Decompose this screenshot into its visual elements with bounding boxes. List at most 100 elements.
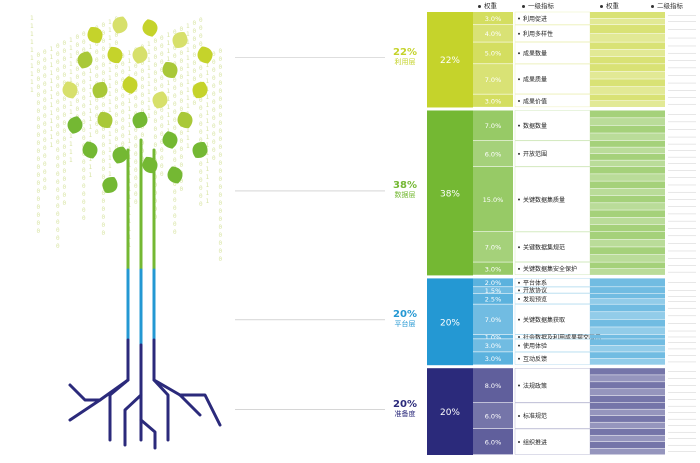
binary-digit: 1 — [206, 110, 210, 117]
binary-digit: 1 — [108, 163, 112, 170]
binary-digit: 0 — [43, 105, 47, 112]
indicator-name-cell — [514, 351, 591, 365]
sub-weight-cell — [590, 166, 665, 174]
binary-digit: 0 — [199, 129, 203, 136]
binary-digit: 0 — [121, 141, 125, 148]
binary-digit: 0 — [160, 107, 164, 114]
binary-digit: 0 — [63, 48, 67, 55]
binary-digit: 1 — [108, 91, 112, 98]
binary-digit: 1 — [89, 100, 93, 107]
binary-digit: 0 — [212, 99, 216, 106]
indicator-weight-cell — [473, 110, 513, 141]
indicator-weight-cell — [473, 304, 513, 335]
binary-digit: 0 — [76, 66, 80, 73]
binary-digit: 0 — [82, 119, 86, 126]
binary-digit: 0 — [219, 48, 223, 55]
binary-digit: 0 — [212, 83, 216, 90]
indicator-weight-cell — [473, 287, 513, 293]
binary-digit: 0 — [134, 151, 138, 158]
indicator-name: 平台体系 — [523, 279, 547, 287]
binary-digit: 0 — [102, 158, 106, 165]
binary-digit: 0 — [82, 199, 86, 206]
binary-digit: 0 — [199, 113, 203, 120]
binary-digit: 0 — [134, 127, 138, 134]
binary-digit: 0 — [37, 196, 41, 203]
sub-weight-cell — [590, 278, 665, 287]
binary-digit: 1 — [167, 104, 171, 111]
indicator-weight: 3.0% — [485, 15, 502, 23]
binary-digit: 0 — [63, 136, 67, 143]
binary-digit: 1 — [50, 126, 54, 133]
binary-digit: 1 — [108, 131, 112, 138]
binary-digit: 1 — [30, 47, 34, 54]
bullet-icon — [478, 4, 481, 8]
binary-digit: 0 — [102, 94, 106, 101]
binary-digit: 0 — [212, 107, 216, 114]
binary-digit: 0 — [219, 216, 223, 223]
binary-digit: 0 — [193, 44, 197, 51]
sub-weight-cell — [590, 304, 665, 312]
binary-digit: 0 — [193, 76, 197, 83]
binary-digit: 0 — [115, 96, 119, 103]
binary-digit: 0 — [180, 90, 184, 97]
indicator-weight-cell — [473, 352, 513, 365]
binary-digit: 0 — [63, 152, 67, 159]
binary-digit: 0 — [56, 51, 60, 58]
binary-digit: 0 — [199, 161, 203, 168]
binary-digit: 1 — [69, 157, 73, 164]
sub-weight-cell — [590, 389, 665, 396]
sub-weight-cell — [590, 33, 665, 42]
indicator-name-cell — [514, 140, 591, 167]
binary-digit: 0 — [180, 178, 184, 185]
binary-digit: 0 — [56, 235, 60, 242]
binary-digit: 0 — [173, 125, 177, 132]
binary-digit: 0 — [219, 104, 223, 111]
binary-digit: 0 — [173, 189, 177, 196]
sub-weight-cell — [590, 422, 665, 429]
binary-digit: 0 — [43, 129, 47, 136]
binary-digit: 1 — [206, 134, 210, 141]
binary-digit: 0 — [82, 151, 86, 158]
binary-digit: 0 — [63, 160, 67, 167]
binary-digit: 0 — [193, 20, 197, 27]
binary-digit: 0 — [154, 86, 158, 93]
binary-digit: 1 — [30, 87, 34, 94]
indicator-name-cell — [514, 262, 591, 276]
binary-digit: 0 — [95, 41, 99, 48]
header-level1-text: 一级指标 — [528, 2, 554, 10]
binary-digit: 1 — [186, 143, 190, 150]
indicator-weight: 3.0% — [485, 97, 502, 105]
binary-digit: 1 — [186, 135, 190, 142]
binary-digit: 1 — [206, 102, 210, 109]
leaf — [132, 46, 148, 64]
indicator-weight-cell — [473, 64, 513, 94]
binary-digit: 0 — [82, 79, 86, 86]
root-branch — [108, 378, 130, 442]
sub-weight-cell — [590, 110, 665, 118]
binary-digit: 1 — [108, 139, 112, 146]
binary-digit: 0 — [193, 100, 197, 107]
binary-digit: 0 — [43, 89, 47, 96]
binary-digit: 1 — [128, 122, 132, 129]
binary-digit: 0 — [219, 112, 223, 119]
indicator-name-cell — [514, 110, 591, 141]
binary-digit: 1 — [186, 39, 190, 46]
sub-weight-cell — [590, 352, 665, 359]
binary-digit: 0 — [95, 49, 99, 56]
binary-digit: 1 — [89, 164, 93, 171]
leaf — [162, 131, 178, 149]
binary-digit: 0 — [180, 138, 184, 145]
indicator-weight-cell — [473, 94, 513, 107]
binary-digit: 0 — [199, 73, 203, 80]
binary-digit: 0 — [102, 174, 106, 181]
binary-digit: 0 — [180, 154, 184, 161]
binary-digit: 0 — [219, 208, 223, 215]
layer-label-name: 准备度 — [394, 409, 416, 418]
binary-digit: 0 — [63, 56, 67, 63]
indicator-weight: 2.5% — [485, 296, 502, 304]
indicator-weight: 3.0% — [485, 265, 502, 273]
header-level2-text: 二级指标 — [657, 2, 683, 10]
binary-digit: 0 — [102, 206, 106, 213]
binary-digit: 1 — [147, 41, 151, 48]
indicator-weight-cell — [473, 293, 513, 304]
